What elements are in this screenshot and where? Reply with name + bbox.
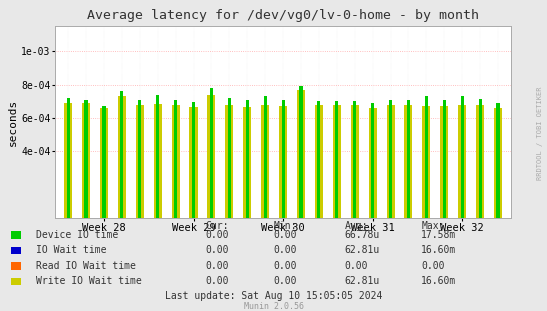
Bar (317, 101, 321, 218)
Text: Min:: Min: (274, 221, 297, 231)
Bar (118, 96, 126, 218)
Bar (246, 100, 249, 218)
Bar (225, 105, 234, 218)
Text: 0.00: 0.00 (205, 245, 229, 255)
Text: Munin 2.0.56: Munin 2.0.56 (243, 302, 304, 311)
Bar (67, 98, 69, 218)
Bar (389, 100, 392, 218)
Bar (494, 108, 502, 218)
Bar (243, 107, 251, 218)
Text: 0.00: 0.00 (274, 245, 297, 255)
Title: Average latency for /dev/vg0/lv-0-home - by month: Average latency for /dev/vg0/lv-0-home -… (87, 10, 479, 22)
Bar (136, 104, 144, 218)
Bar (440, 106, 449, 218)
Bar (351, 105, 359, 218)
Bar (476, 104, 484, 218)
Bar (369, 108, 377, 218)
Y-axis label: seconds: seconds (8, 99, 19, 146)
Bar (264, 96, 267, 218)
Text: 0.00: 0.00 (205, 261, 229, 271)
Text: 16.60m: 16.60m (421, 245, 456, 255)
Bar (261, 104, 269, 218)
Bar (84, 100, 88, 218)
Bar (156, 95, 159, 218)
Text: 17.58m: 17.58m (421, 230, 456, 240)
Text: 0.00: 0.00 (421, 261, 445, 271)
Bar (425, 96, 428, 218)
Text: Max:: Max: (421, 221, 445, 231)
Bar (120, 91, 124, 218)
Text: 0.00: 0.00 (274, 261, 297, 271)
Bar (497, 103, 499, 218)
Bar (138, 100, 141, 218)
Bar (228, 98, 231, 218)
Bar (174, 100, 177, 218)
Bar (64, 103, 72, 218)
Bar (279, 106, 287, 218)
Text: 66.78u: 66.78u (345, 230, 380, 240)
Text: Read IO Wait time: Read IO Wait time (36, 261, 136, 271)
Text: 0.00: 0.00 (345, 261, 368, 271)
Bar (335, 101, 339, 218)
Bar (172, 104, 179, 218)
Bar (315, 105, 323, 218)
Text: 0.00: 0.00 (274, 276, 297, 286)
Bar (100, 108, 108, 218)
Bar (299, 86, 302, 218)
Bar (282, 100, 284, 218)
Bar (353, 101, 356, 218)
Text: IO Wait time: IO Wait time (36, 245, 106, 255)
Bar (207, 95, 216, 218)
Text: 16.60m: 16.60m (421, 276, 456, 286)
Text: Last update: Sat Aug 10 15:05:05 2024: Last update: Sat Aug 10 15:05:05 2024 (165, 291, 382, 301)
Bar (404, 104, 412, 218)
Bar (371, 103, 374, 218)
Bar (192, 102, 195, 218)
Text: 0.00: 0.00 (205, 230, 229, 240)
Bar (297, 90, 305, 218)
Text: 0.00: 0.00 (205, 276, 229, 286)
Bar (210, 88, 213, 218)
Bar (461, 96, 464, 218)
Bar (479, 99, 482, 218)
Bar (154, 104, 162, 218)
Text: 62.81u: 62.81u (345, 245, 380, 255)
Text: Avg:: Avg: (345, 221, 368, 231)
Bar (443, 100, 446, 218)
Text: RRDTOOL / TOBI OETIKER: RRDTOOL / TOBI OETIKER (537, 87, 543, 180)
Bar (422, 106, 430, 218)
Bar (189, 107, 197, 218)
Text: Device IO time: Device IO time (36, 230, 118, 240)
Bar (387, 104, 394, 218)
Bar (82, 103, 90, 218)
Bar (458, 104, 466, 218)
Bar (333, 105, 341, 218)
Text: 0.00: 0.00 (274, 230, 297, 240)
Bar (102, 106, 106, 218)
Text: Write IO Wait time: Write IO Wait time (36, 276, 141, 286)
Text: Cur:: Cur: (205, 221, 229, 231)
Text: 62.81u: 62.81u (345, 276, 380, 286)
Bar (407, 100, 410, 218)
